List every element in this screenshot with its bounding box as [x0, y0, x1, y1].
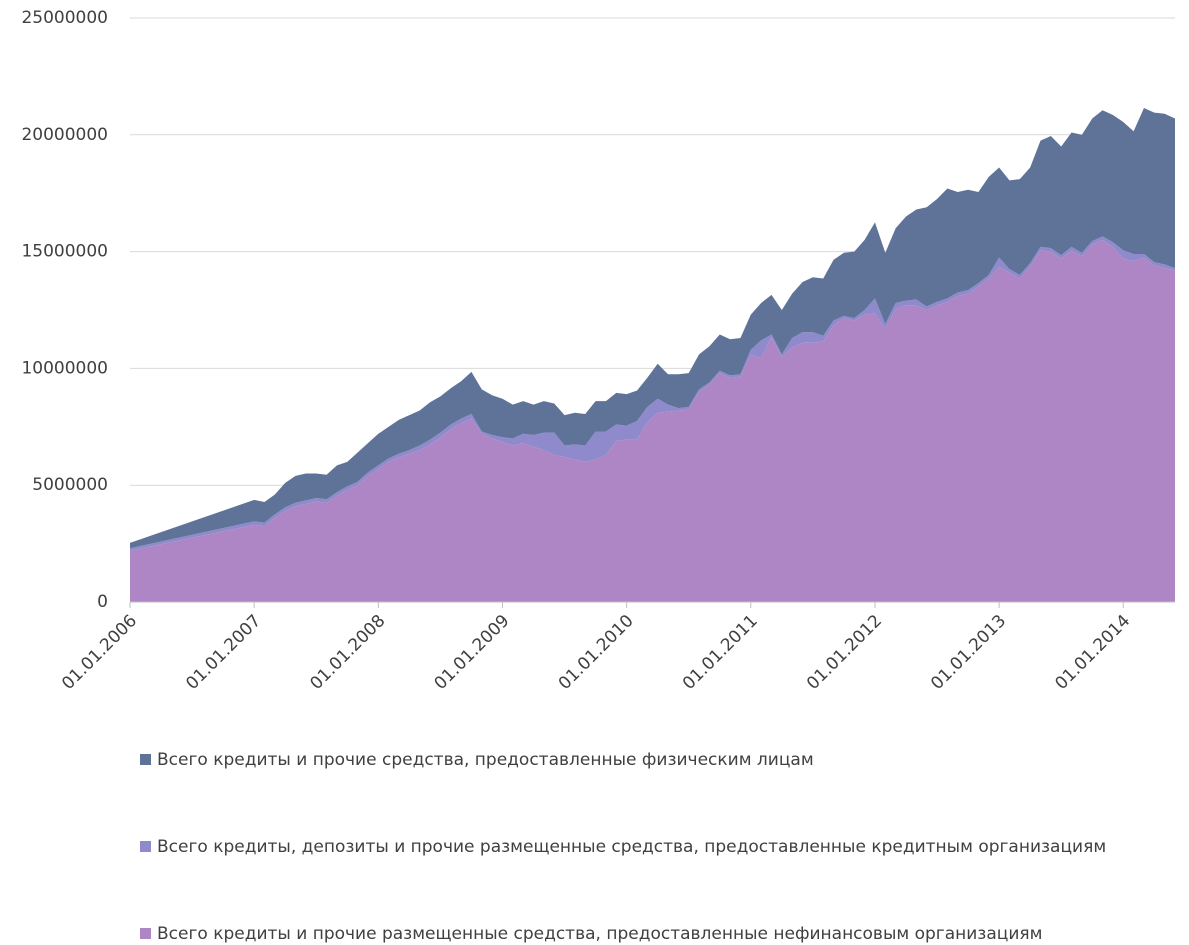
area	[130, 239, 1175, 603]
legend-label: Всего кредиты, депозиты и прочие размеще…	[157, 837, 1106, 857]
x-tick-label: 01.01.2013	[927, 611, 1010, 694]
y-tick-label: 25000000	[21, 8, 108, 28]
y-tick-label: 10000000	[21, 358, 108, 378]
x-tick-label: 01.01.2011	[679, 611, 762, 694]
legend-swatch	[140, 754, 151, 765]
x-tick-label: 01.01.2010	[555, 611, 638, 694]
x-tick-label: 01.01.2007	[182, 611, 265, 694]
y-tick-label: 15000000	[21, 242, 108, 262]
x-tick-label: 01.01.2006	[58, 611, 141, 694]
x-tick-label: 01.01.2012	[803, 611, 886, 694]
y-tick-label: 20000000	[21, 125, 108, 145]
y-tick-label: 0	[97, 592, 108, 612]
x-tick-label: 01.01.2009	[431, 611, 514, 694]
legend-swatch	[140, 841, 151, 852]
area	[130, 107, 1175, 549]
x-tick-label: 01.01.2008	[306, 611, 389, 694]
y-tick-label: 5000000	[32, 475, 108, 495]
legend-label: Всего кредиты и прочие размещенные средс…	[157, 924, 1042, 944]
legend-swatch	[140, 928, 151, 939]
legend-label: Всего кредиты и прочие средства, предост…	[157, 750, 814, 770]
x-tick-label: 01.01.2014	[1051, 611, 1134, 694]
